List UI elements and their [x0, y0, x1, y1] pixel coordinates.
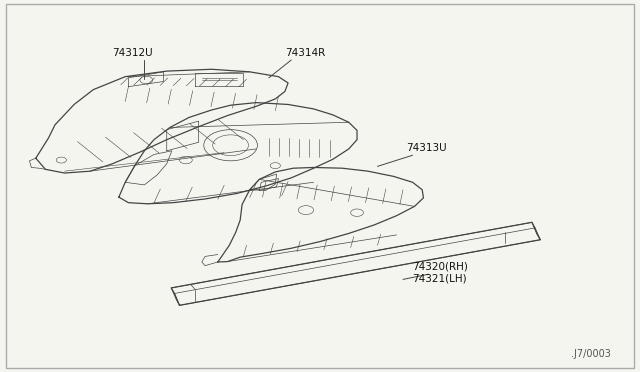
- Text: 74313U: 74313U: [406, 142, 447, 153]
- Text: 74312U: 74312U: [113, 48, 153, 58]
- Text: .J7/0003: .J7/0003: [571, 349, 611, 359]
- Text: 74321(LH): 74321(LH): [413, 273, 467, 283]
- Text: 74320(RH): 74320(RH): [413, 262, 468, 272]
- Text: 74314R: 74314R: [285, 48, 325, 58]
